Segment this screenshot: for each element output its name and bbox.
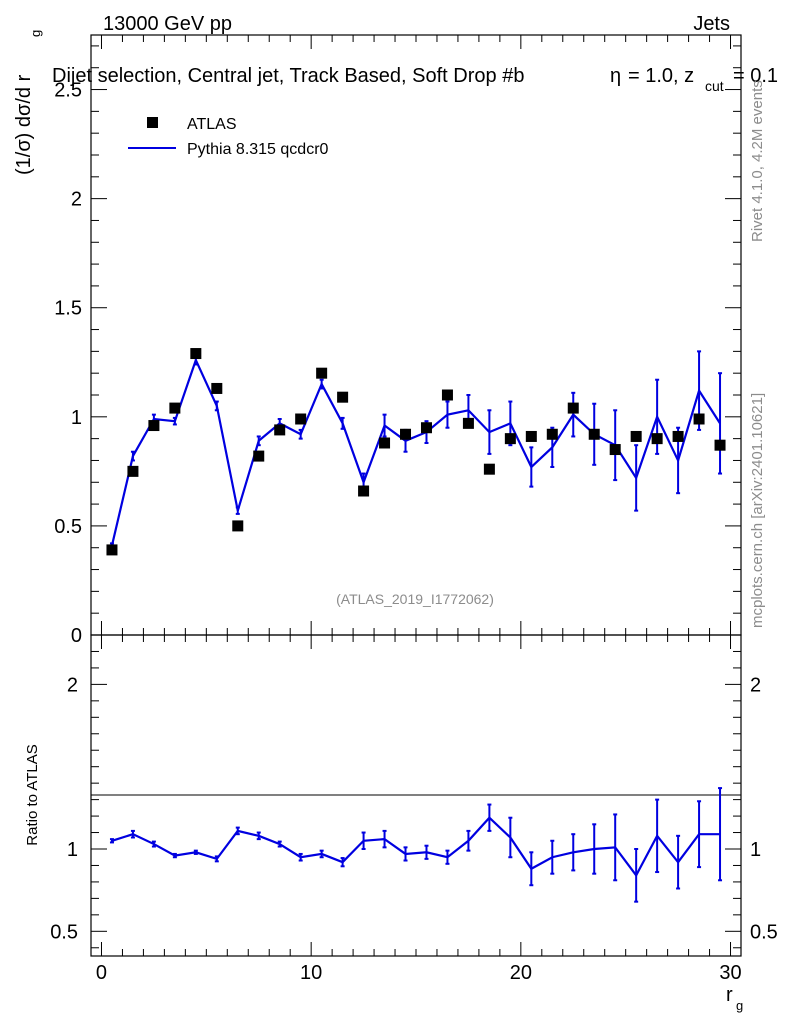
- mcplots-label: mcplots.cern.ch [arXiv:2401.10621]: [749, 393, 766, 628]
- xtick-label: 20: [510, 962, 532, 984]
- xtick-label: 0: [96, 962, 107, 984]
- main-ytick-label: 1.5: [54, 298, 82, 320]
- header-right: Jets: [693, 13, 730, 35]
- ratio-ytick-label: 1: [67, 839, 78, 861]
- atlas-point: [462, 417, 474, 429]
- atlas-point: [483, 463, 495, 475]
- atlas-point: [567, 402, 579, 414]
- atlas-point: [693, 413, 705, 425]
- atlas-point: [316, 367, 328, 379]
- ratio-ytick-label-right: 2: [750, 674, 761, 696]
- main-ytick-label: 2.5: [54, 80, 82, 102]
- atlas-point: [190, 348, 202, 360]
- ratio-ytick-label-right: 1: [750, 839, 761, 861]
- plot-title: Dijet selection, Central jet, Track Base…: [52, 65, 524, 87]
- xlabel: r: [726, 984, 733, 1006]
- xtick-label: 30: [719, 962, 741, 984]
- atlas-point: [148, 420, 160, 432]
- atlas-point: [609, 444, 621, 456]
- atlas-point: [714, 439, 726, 451]
- atlas-point: [211, 382, 223, 394]
- ratio-line: [111, 816, 721, 878]
- atlas-point: [400, 428, 412, 440]
- rivet-label: Rivet 4.1.0, 4.2M events: [749, 80, 766, 242]
- atlas-point: [504, 433, 516, 445]
- ratio-ytick-label-right: 0.5: [750, 921, 778, 943]
- main-ylabel-text: (1/σ) dσ/d r: [13, 74, 35, 175]
- main-ytick-label: 1: [71, 407, 82, 429]
- header-left: 13000 GeV pp: [103, 13, 232, 35]
- svg-text:(1/σ) dσ/d r: (1/σ) dσ/d r: [13, 74, 35, 175]
- atlas-point: [379, 437, 391, 449]
- atlas-point: [274, 424, 286, 436]
- plot-title-part3: = 0.1: [733, 65, 778, 87]
- xlabel-sub: g: [736, 998, 743, 1013]
- legend-atlas-label: ATLAS: [187, 116, 237, 133]
- plot-title-main: Dijet selection, Central jet, Track Base…: [52, 65, 524, 87]
- atlas-point: [630, 430, 642, 442]
- atlas-point: [127, 465, 139, 477]
- atlas-point: [651, 433, 663, 445]
- main-ylabel-sub: g: [28, 30, 43, 37]
- atlas-point: [232, 520, 244, 532]
- atlas-point: [295, 413, 307, 425]
- atlas-point: [525, 430, 537, 442]
- main-ylabel: (1/σ) dσ/d r g: [13, 30, 43, 175]
- main-ytick-label: 0.5: [54, 516, 82, 538]
- legend-atlas-marker: [147, 117, 158, 128]
- plot-title-sub: cut: [705, 78, 724, 94]
- atlas-point: [253, 450, 265, 462]
- ratio-ytick-label: 2: [67, 674, 78, 696]
- atlas-point: [588, 428, 600, 440]
- atlas-point: [672, 430, 684, 442]
- mc-line: [110, 357, 721, 546]
- plot-title-part2: = 1.0, z: [628, 65, 694, 87]
- atlas-point: [337, 391, 349, 403]
- atlas-point: [106, 544, 118, 556]
- ratio-ytick-label: 0.5: [50, 921, 78, 943]
- atlas-point: [441, 389, 453, 401]
- main-ytick-label: 2: [71, 189, 82, 211]
- atlas-point: [358, 485, 370, 497]
- main-ytick-label: 0: [71, 625, 82, 647]
- ratio-ylabel: Ratio to ATLAS: [24, 744, 41, 845]
- atlas-point: [420, 422, 432, 434]
- analysis-label: (ATLAS_2019_I1772062): [336, 591, 494, 607]
- legend-mc-label: Pythia 8.315 qcdcr0: [187, 141, 329, 158]
- atlas-point: [546, 428, 558, 440]
- plot-title-beta: η: [610, 65, 621, 87]
- atlas-point: [169, 402, 181, 414]
- xtick-label: 10: [300, 962, 322, 984]
